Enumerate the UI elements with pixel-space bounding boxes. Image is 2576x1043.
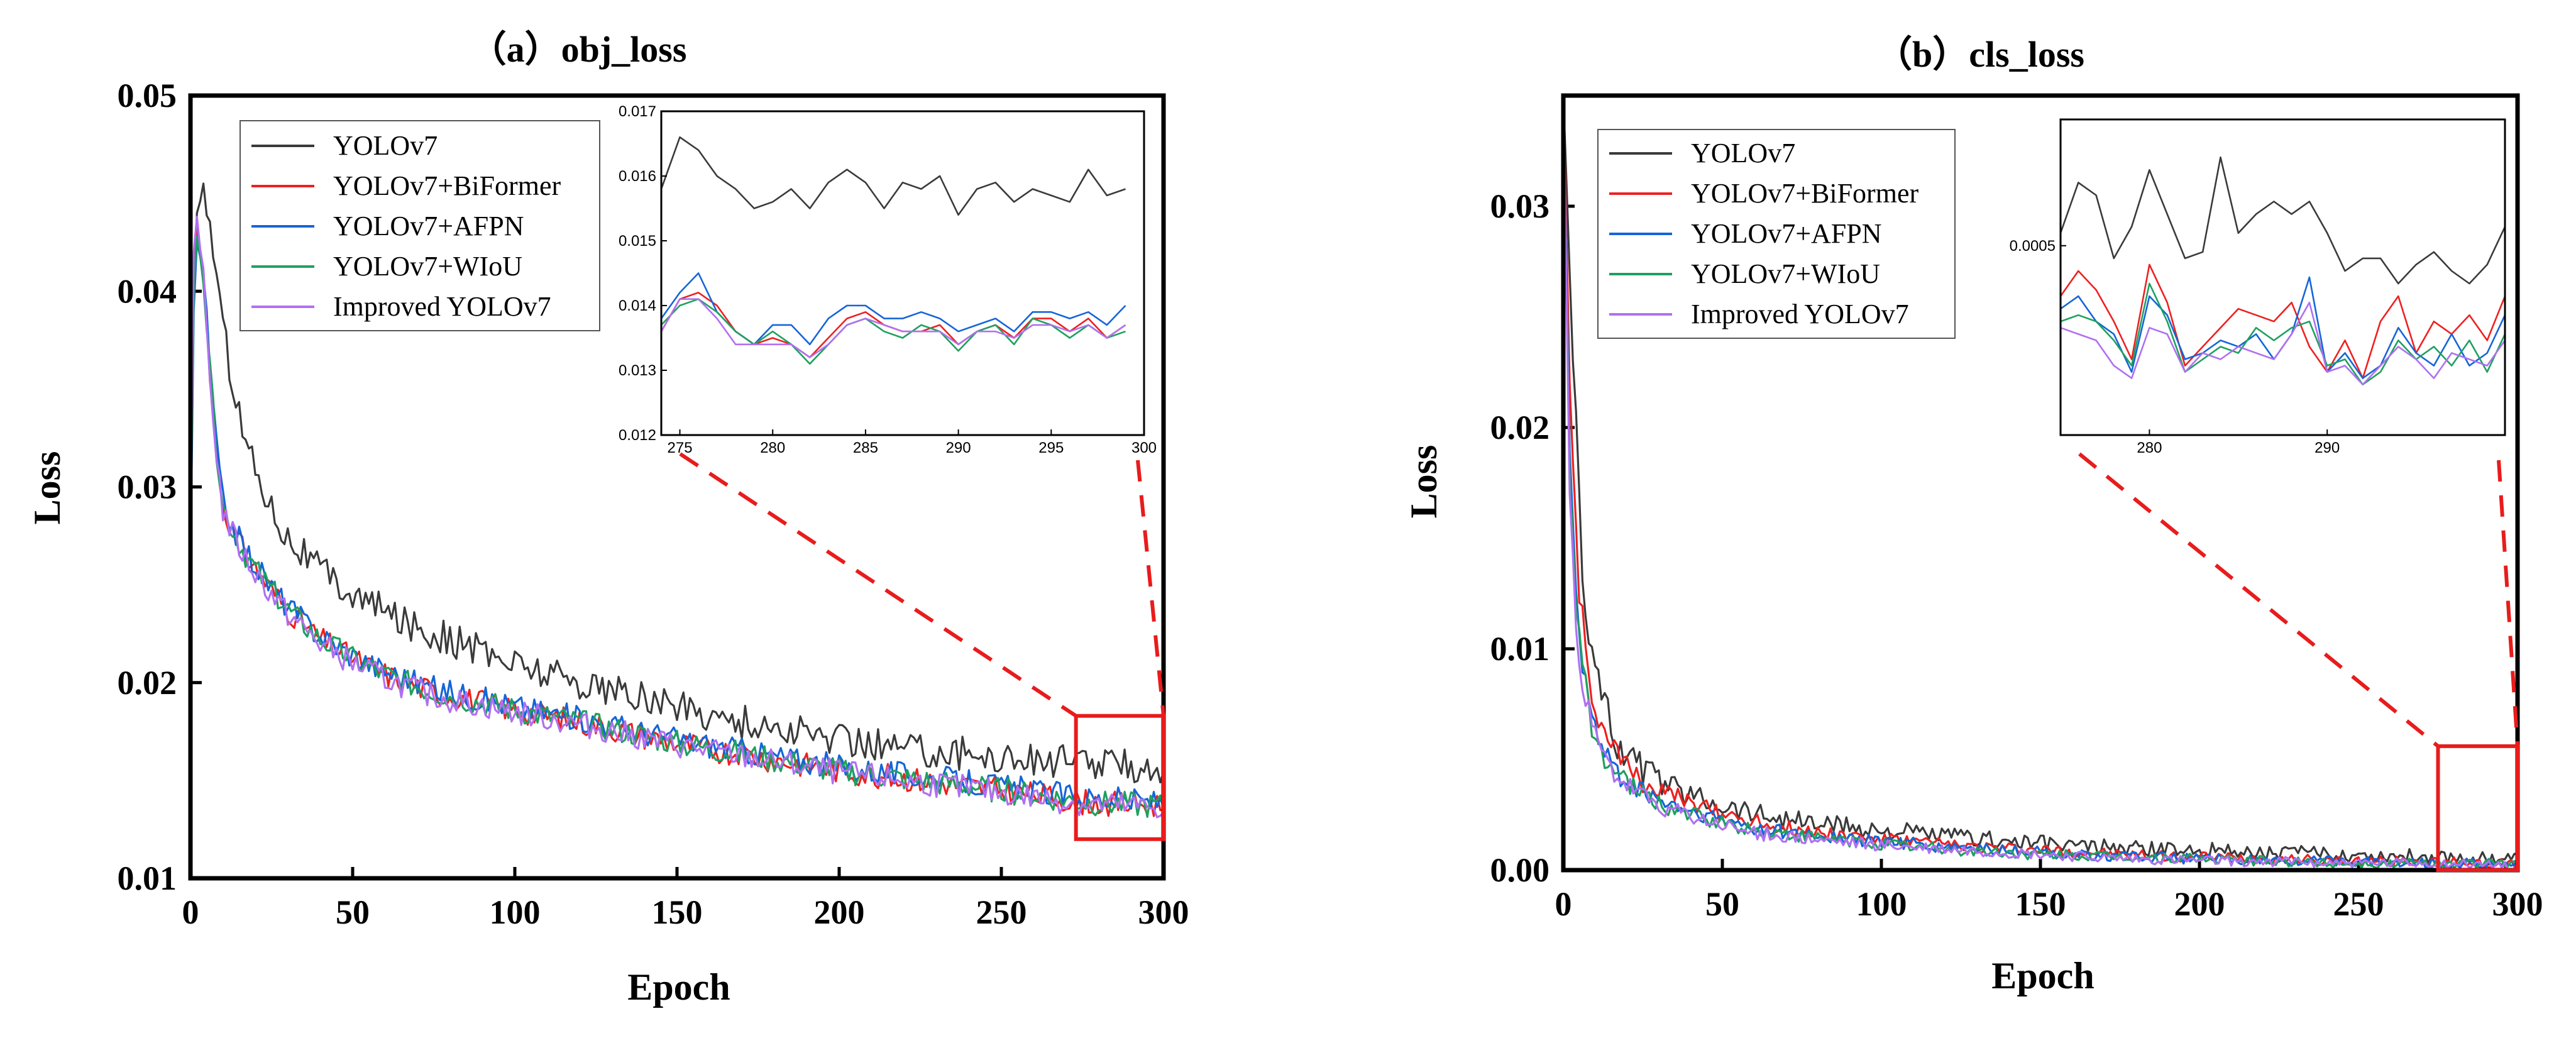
x-tick-label: 300: [2492, 885, 2543, 923]
inset-x-tick-label: 280: [760, 439, 785, 456]
x-tick-label: 100: [1856, 885, 1907, 923]
inset-series-line-improved-yolov7: [2060, 301, 2506, 386]
series-line-yolov7-biformer: [189, 231, 1164, 817]
chart-b-zoom-callout: [2078, 452, 2519, 872]
panel-b: （b）cls_loss Epoch Loss 0 50 100 150 200 250 30…: [1403, 34, 2543, 996]
inset-y-tick-label: 0.016: [619, 168, 656, 185]
inset-series-line-yolov7: [660, 136, 1126, 216]
chart-b-series: [1562, 95, 2519, 871]
chart-a-ticks: 0 50 100 150 200 250 300 0.01 0.02 0.03 0.04 0.05: [118, 77, 1189, 931]
inset-frame: [660, 110, 1145, 436]
chart-a-xlabel: Epoch: [627, 966, 730, 1008]
inset-frame: [2059, 118, 2506, 436]
chart-a-inset: 275 280 285 290 295 300 0.012 0.013 0.014 0.015 0.…: [619, 103, 1157, 456]
y-tick-label: 0.00: [1490, 851, 1550, 889]
legend-label-yolov7-biformer: YOLOv7+BiFormer: [1691, 178, 1918, 209]
y-tick-label: 0.02: [118, 664, 177, 702]
x-tick-label: 250: [976, 893, 1027, 931]
legend-label-yolov7: YOLOv7: [333, 130, 438, 161]
x-tick-label: 150: [2015, 885, 2066, 923]
zoom-box: [2436, 744, 2519, 872]
chart-a-ylabel: Loss: [26, 451, 68, 525]
inset-y-tick-label: 0.015: [619, 233, 656, 250]
x-tick-label: 50: [336, 893, 370, 931]
chart-a-plot-frame: [188, 93, 1166, 881]
inset-x-tick-label: 290: [2315, 439, 2340, 456]
inset-series-line-improved-yolov7: [660, 298, 1126, 358]
series-line-yolov7: [1562, 95, 2518, 866]
zoom-callout-line-left: [2078, 452, 2440, 748]
x-tick-label: 200: [2174, 885, 2225, 923]
series-line-yolov7-biformer: [1562, 95, 2519, 869]
chart-a-series: [189, 182, 1165, 819]
chart-a-zoom-callout: [679, 452, 1166, 841]
inset-y-tick-label: 0.013: [619, 362, 656, 379]
inset-series-line-yolov7-wiou: [661, 298, 1126, 365]
y-tick-label: 0.02: [1490, 409, 1550, 446]
series-line-improved-yolov7: [1562, 95, 2519, 871]
x-tick-label: 300: [1138, 893, 1189, 931]
chart-b-title: （b）cls_loss: [1876, 34, 2084, 75]
y-tick-label: 0.04: [118, 272, 177, 310]
y-tick-label: 0.01: [1490, 630, 1550, 668]
series-line-yolov7-wiou: [189, 235, 1165, 819]
legend-label-yolov7-biformer: YOLOv7+BiFormer: [333, 170, 561, 201]
panel-a: （a）obj_loss Epoch Loss 0 50 100 150 200 250 30…: [26, 29, 1189, 1008]
chart-b-ticks: 0 50 100 150 200 250 300 0.00 0.01 0.02 0.03: [1490, 187, 2543, 923]
chart-b-ylabel: Loss: [1403, 445, 1445, 519]
zoom-callout-line-left: [679, 452, 1077, 718]
inset-y-tick-label: 0.017: [619, 103, 656, 120]
zoom-callout-line-right: [1136, 460, 1165, 716]
legend-label-yolov7-wiou: YOLOv7+WIoU: [333, 251, 522, 282]
series-line-yolov7-wiou: [1562, 95, 2518, 869]
x-tick-label: 0: [182, 893, 199, 931]
inset-x-tick-label: 275: [668, 439, 693, 456]
zoom-callout-line-right: [2497, 460, 2519, 747]
legend-label-yolov7-wiou: YOLOv7+WIoU: [1691, 258, 1880, 289]
y-tick-label: 0.05: [118, 77, 177, 114]
chart-a-title: （a）obj_loss: [470, 29, 687, 70]
inset-background: [2061, 119, 2505, 435]
inset-x-tick-label: 290: [946, 439, 971, 456]
inset-x-tick-label: 295: [1038, 439, 1064, 456]
legend-label-yolov7-afpn: YOLOv7+AFPN: [1691, 218, 1882, 249]
series-line-yolov7: [189, 182, 1165, 784]
legend-label-yolov7: YOLOv7: [1691, 138, 1795, 168]
inset-background: [661, 111, 1144, 435]
x-tick-label: 0: [1555, 885, 1572, 923]
inset-x-tick-label: 300: [1131, 439, 1157, 456]
x-tick-label: 250: [2333, 885, 2384, 923]
y-tick-label: 0.03: [1490, 187, 1550, 225]
inset-x-tick-label: 280: [2137, 439, 2162, 456]
series-line-improved-yolov7: [189, 216, 1165, 819]
inset-x-tick-label: 285: [853, 439, 878, 456]
chart-b-plot-frame: [1561, 93, 2520, 873]
inset-y-tick-label: 0.012: [619, 427, 656, 444]
inset-y-tick-label: 0.0005: [2010, 238, 2056, 255]
chart-b-xlabel: Epoch: [1991, 955, 2094, 996]
legend-label-improved-yolov7: Improved YOLOv7: [333, 291, 551, 322]
x-tick-label: 150: [652, 893, 703, 931]
x-tick-label: 100: [490, 893, 541, 931]
zoom-box: [1074, 714, 1166, 841]
inset-y-tick-label: 0.014: [619, 297, 656, 314]
y-tick-label: 0.03: [118, 468, 177, 506]
chart-b-legend: YOLOv7 YOLOv7+BiFormer YOLOv7+AFPN YOLOv7+W…: [1597, 129, 1956, 339]
chart-b-inset: 280 290 0.0005: [2010, 118, 2506, 456]
chart-a-legend: YOLOv7 YOLOv7+BiFormer YOLOv7+AFPN YOLOv7+W…: [239, 120, 600, 331]
inset-series-line-yolov7-wiou: [2060, 282, 2506, 386]
x-tick-label: 50: [1705, 885, 1739, 923]
inset-series-line-yolov7-biformer: [2059, 263, 2506, 379]
legend-label-improved-yolov7: Improved YOLOv7: [1691, 299, 1909, 329]
inset-series-line-yolov7: [2059, 156, 2506, 285]
y-tick-label: 0.01: [118, 859, 177, 897]
x-tick-label: 200: [814, 893, 865, 931]
legend-label-yolov7-afpn: YOLOv7+AFPN: [333, 211, 524, 241]
